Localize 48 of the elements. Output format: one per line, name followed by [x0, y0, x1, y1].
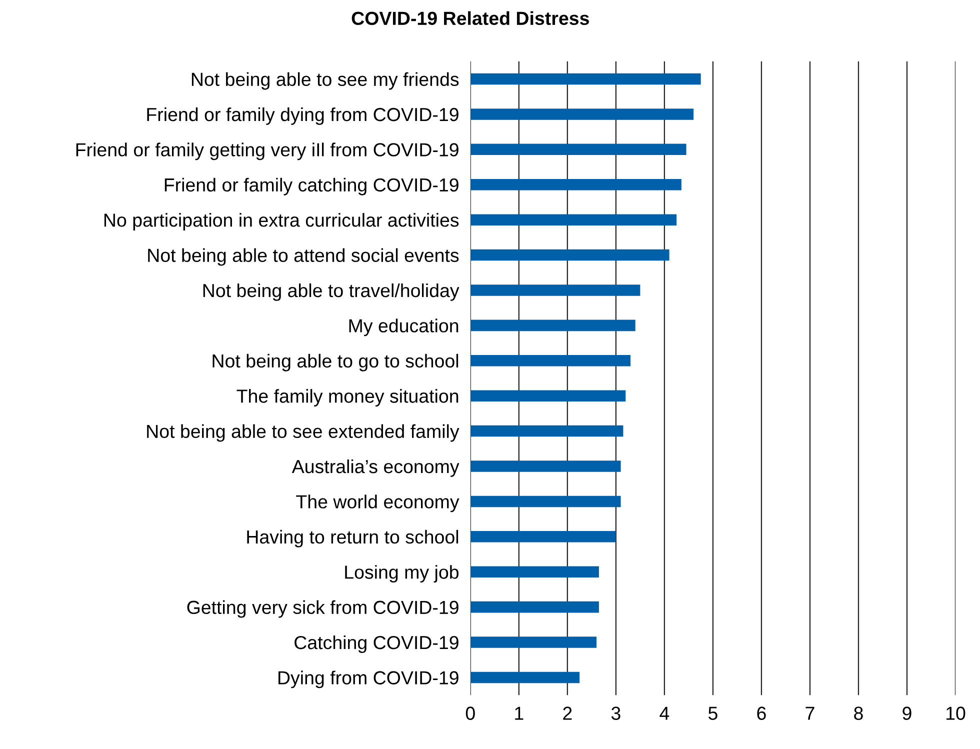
- y-tick-label: Not being able to see my friends: [192, 72, 459, 90]
- bar: [470, 566, 599, 578]
- x-tick-label: 5: [708, 706, 718, 720]
- chart-title: COVID-19 Related Distress: [352, 11, 589, 26]
- bar: [470, 672, 580, 684]
- y-tick-label: The family money situation: [236, 389, 458, 407]
- bar: [470, 178, 682, 190]
- y-tick-label: Australia’s economy: [292, 459, 460, 477]
- bar: [470, 425, 624, 437]
- x-tick-label: 10: [946, 706, 966, 720]
- bar: [470, 531, 616, 542]
- y-tick-label: Getting very sick from COVID-19: [187, 600, 458, 618]
- x-tick-label: 2: [563, 706, 572, 720]
- x-tick-label: 6: [757, 706, 766, 720]
- bar: [470, 636, 597, 648]
- y-tick-label: Friend or family catching COVID-19: [164, 178, 458, 196]
- bar: [470, 144, 686, 156]
- y-tick-label: Not being able to travel/holiday: [203, 283, 460, 301]
- y-tick-label: Catching COVID-19: [294, 635, 458, 653]
- bar: [470, 108, 694, 120]
- bar: [470, 214, 677, 226]
- y-tick-label: Friend or family getting very iIl from COVID-19: [76, 142, 458, 160]
- bar: [470, 390, 626, 402]
- y-tick-label: Having to return to school: [247, 530, 458, 548]
- x-tick-label: 8: [854, 706, 863, 720]
- y-tick-label: My education: [349, 318, 458, 336]
- x-tick-label: 4: [660, 706, 670, 720]
- y-tick-label: Friend or family dying from COVID-19: [147, 107, 458, 125]
- bar: [470, 284, 640, 296]
- bar: [470, 73, 701, 85]
- y-tick-label: Losing my job: [345, 565, 459, 583]
- bar: [470, 496, 621, 508]
- bar: [470, 460, 621, 472]
- x-tick-label: 1: [515, 706, 524, 720]
- y-tick-label: Not being able to attend social events: [148, 248, 459, 266]
- bar: [470, 601, 599, 613]
- y-tick-label: Dying from COVID-19: [278, 670, 458, 688]
- y-tick-label: Not being able to go to school: [212, 354, 458, 372]
- y-tick-label: The world economy: [296, 494, 460, 512]
- x-tick-label: 9: [902, 706, 912, 720]
- x-tick-label: 3: [611, 706, 620, 720]
- x-tick-label: 0: [466, 706, 475, 720]
- bar: [470, 249, 670, 261]
- bar: [470, 355, 630, 366]
- y-tick-label: No participation in extra curricular activities: [104, 213, 459, 231]
- bar: [470, 320, 636, 332]
- y-tick-label: Not being able to see extended family: [147, 424, 460, 442]
- x-tick-label: 7: [806, 706, 814, 720]
